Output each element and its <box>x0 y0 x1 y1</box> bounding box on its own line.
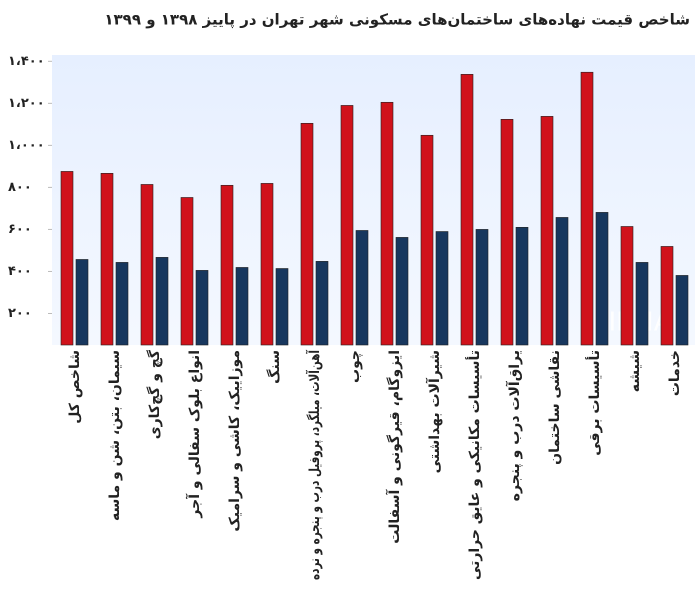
bar <box>380 101 394 346</box>
x-tick-label: یراق‌آلات درب و پنجره <box>505 350 523 501</box>
x-tick-label: نقاشی ساختمان <box>547 350 563 465</box>
x-tick-label: شیشه <box>627 350 643 392</box>
chart-title: شاخص قیمت نهاده‌های ساختمان‌های مسکونی ش… <box>104 11 690 30</box>
bar <box>100 173 114 346</box>
bar <box>340 105 354 346</box>
bar <box>140 184 154 346</box>
bar <box>115 262 129 346</box>
bar <box>475 229 489 346</box>
bar <box>540 116 554 346</box>
bar <box>555 217 569 346</box>
x-tick-label: گچ و گچ‌کاری <box>146 349 163 439</box>
x-tick-label: تأسیسات مکانیکی و عایق حرارتی <box>465 350 483 580</box>
bar <box>420 134 434 346</box>
bar <box>260 183 274 346</box>
bar <box>660 246 674 346</box>
y-tick-label: ۴۰۰ <box>8 264 32 279</box>
x-tick-label: ایزوگام، قیرگونی و آسفالت <box>385 350 403 544</box>
x-tick-label: شیرآلات بهداشتی <box>425 350 443 473</box>
x-tick-label: خدمات <box>667 350 683 396</box>
bar <box>595 212 609 346</box>
y-tick-label: ۱،۴۰۰ <box>8 54 45 69</box>
bar <box>195 270 209 346</box>
x-tick-label: سیمان، بتن، شن و ماسه <box>107 350 123 521</box>
bar <box>435 231 449 346</box>
y-tick-label: ۲۰۰ <box>8 306 32 321</box>
bar <box>235 267 249 346</box>
y-tick-label: ۸۰۰ <box>8 180 32 195</box>
x-tick-label: آهن‌آلات، میلگرد، پروفیل درب و پنجره و ن… <box>305 349 323 580</box>
bar <box>315 261 329 346</box>
bar <box>620 226 634 346</box>
y-tick-label: ۶۰۰ <box>8 222 32 237</box>
bar <box>675 275 689 346</box>
x-tick-label: موزاییک، کاشی و سرامیک <box>227 350 243 532</box>
y-tick-label: ۱،۲۰۰ <box>8 96 45 111</box>
bar <box>580 71 594 346</box>
bar <box>500 119 514 346</box>
x-tick-label: تأسیسات برقی <box>585 350 603 456</box>
bar <box>460 74 474 346</box>
bar <box>395 237 409 346</box>
x-tick-label: چوب <box>347 350 363 383</box>
bar <box>635 262 649 346</box>
bar <box>60 171 74 346</box>
bar <box>220 184 234 346</box>
bar <box>515 227 529 346</box>
bar <box>155 257 169 346</box>
bar <box>180 197 194 346</box>
bar <box>300 122 314 346</box>
bar <box>275 268 289 346</box>
y-tick-label: ۱،۰۰۰ <box>8 138 45 153</box>
x-tick-label: انواع بلوک سفالی و آجر <box>185 350 203 519</box>
x-tick-label: سنگ <box>266 350 283 384</box>
bar <box>75 259 89 346</box>
x-tick-label: شاخص کل <box>67 350 83 424</box>
bar <box>355 230 369 346</box>
